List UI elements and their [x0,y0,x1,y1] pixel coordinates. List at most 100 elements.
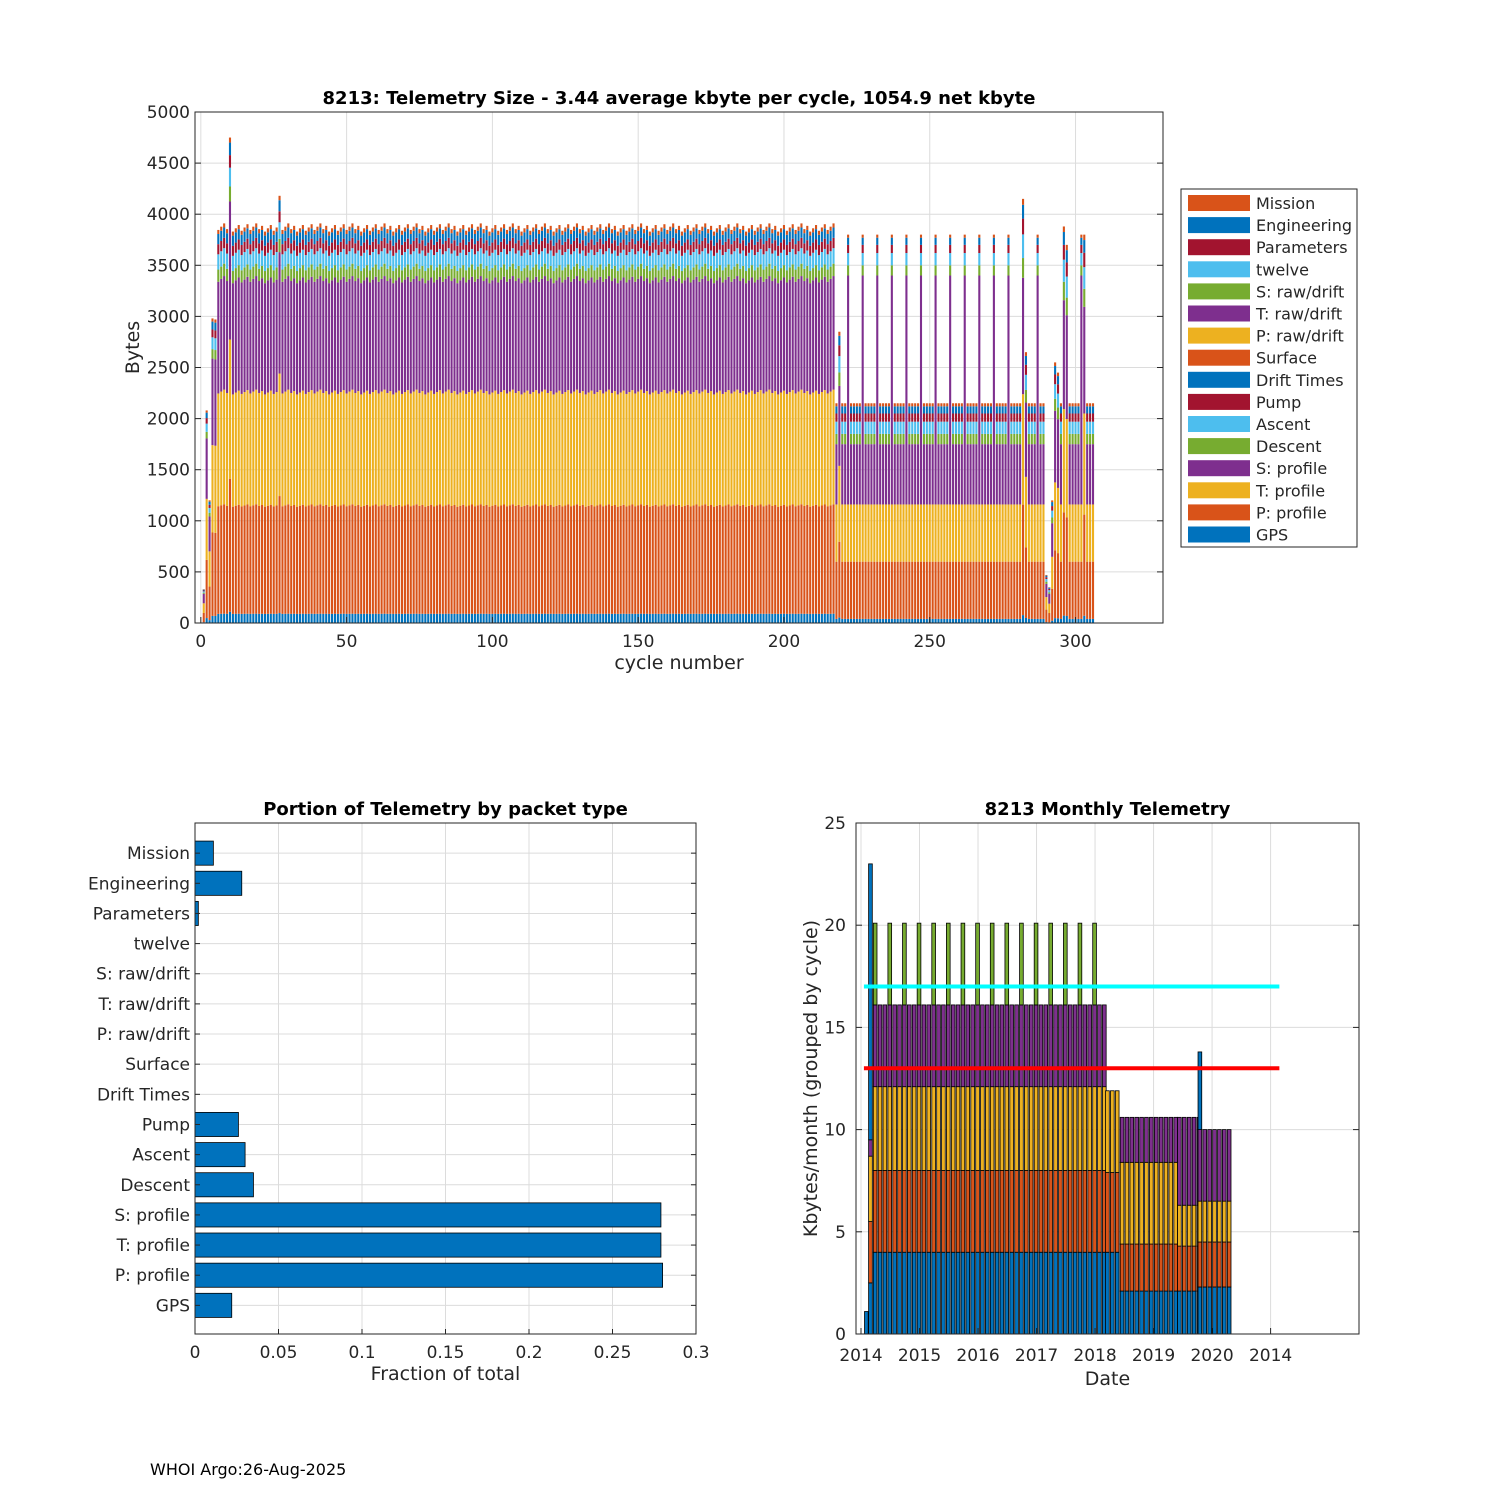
cycle-bar-58-seg8 [368,230,371,235]
cycle-bar-55-seg6 [360,245,363,256]
cycle-bar-165-seg4 [680,271,683,284]
cycle-bar-104-seg6 [503,238,506,249]
cycle-bar-27-seg6 [278,211,281,223]
tick-label-x: 300 [1059,632,1091,652]
month-bar-5-2-seg1 [1186,1245,1192,1292]
cycle-bar-248-seg6 [922,413,925,422]
cycle-bar-105-seg3 [505,281,509,394]
month-bar-2-39-seg3 [1063,1004,1068,1088]
month-bar-2-40-seg2 [1067,1086,1073,1171]
month-bar-4-8-seg2 [1158,1161,1164,1245]
cycle-bar-299-seg5 [1071,421,1074,434]
cycle-bar-47-seg0 [336,613,339,623]
cycle-bar-135-seg4 [593,270,596,283]
cycle-bar-59-seg5 [371,252,374,268]
month-bar-5-3-seg2 [1191,1204,1197,1247]
cycle-bar-9-seg8 [226,229,229,234]
cycle-bar-74-seg8 [415,223,418,228]
cycle-bar-16-seg2 [246,390,249,505]
cycle-bar-127-seg5 [570,254,573,270]
cycle-bar-152-seg4 [642,268,646,282]
month-bar-5-2-seg0 [1186,1290,1192,1335]
cycle-bar-13-seg3 [237,277,240,391]
cycle-bar-214-seg4 [823,264,826,277]
cycle-bar-128-seg7 [572,230,576,242]
cycle-bar-299-seg4 [1071,433,1074,445]
cycle-bar-15-seg5 [243,252,246,268]
legend-entry: S: raw/drift [1256,282,1344,301]
cycle-bar-204-seg4 [794,269,797,282]
cycle-bar-253-seg2 [937,504,940,562]
cycle-bar-70-seg6 [403,241,406,253]
cycle-bar-38-seg8 [310,224,313,229]
cycle-bar-76-seg6 [421,240,424,251]
cycle-bar-273-seg3 [995,444,998,505]
cycle-bar-87-seg4 [453,265,456,279]
cycle-bar-239-seg2 [896,504,899,562]
cycle-bar-78-seg2 [427,392,430,506]
cycle-bar-19-seg8 [255,223,258,228]
cycle-bar-271-seg7 [989,406,993,414]
cycle-bar-271-seg8 [989,403,993,407]
cycle-bar-306-seg2 [1091,504,1095,562]
cycle-bar-165-seg3 [680,283,683,395]
cycle-bar-245-seg1 [914,561,917,619]
cycle-bar-7-seg7 [220,230,223,242]
cycle-bar-83-seg7 [441,234,444,245]
cycle-bar-6-seg2 [217,393,220,507]
cycle-bar-295-seg4 [1059,433,1063,445]
month-bar-2-37-seg1 [1053,1170,1058,1253]
cycle-bar-111-seg6 [523,242,526,253]
cycle-bar-16-seg4 [246,264,249,277]
cycle-bar-254-seg3 [940,444,943,505]
cycle-bar-220-seg3 [841,444,844,505]
cycle-bar-224-seg1 [852,561,855,619]
cycle-bar-291-seg7 [1048,587,1051,589]
cycle-bar-293-seg8 [1054,362,1057,367]
cycle-bar-7-seg1 [220,505,223,614]
cycle-bar-228-seg5 [864,421,867,434]
cycle-bar-56-seg5 [363,252,366,269]
cycle-bar-170-seg5 [695,248,698,265]
cycle-bar-2-seg3 [205,438,208,499]
legend-swatch [1188,261,1250,278]
cycle-bar-96-seg5 [479,248,482,264]
cycle-bar-230-seg0 [870,618,873,623]
cycle-bar-143-seg2 [616,394,619,507]
cycle-bar-41-seg0 [319,613,322,623]
cycle-bar-12-seg0 [234,613,237,623]
cycle-bar-276-seg7 [1004,406,1007,414]
cycle-bar-203-seg4 [791,264,794,277]
cycle-bar-147-seg8 [628,227,631,232]
cycle-bar-153-seg4 [645,265,648,279]
cycle-bar-136-seg7 [596,231,599,242]
cycle-bar-251-seg3 [931,444,934,505]
cycle-bar-25-seg0 [272,613,275,623]
cycle-bar-59-seg4 [371,267,374,280]
cycle-bar-101-seg5 [494,249,497,266]
tick-label-y: 3500 [147,256,190,276]
cycle-bar-189-seg7 [750,229,753,240]
month-bar-6-3-seg1 [1212,1241,1217,1288]
cycle-bar-6-seg7 [217,234,220,245]
cycle-bar-234-seg8 [882,403,885,407]
cycle-bar-167-seg2 [686,390,689,505]
cycle-bar-264-seg1 [969,561,972,619]
cycle-bar-301-seg2 [1077,504,1080,562]
cycle-bar-304-seg5 [1086,421,1089,434]
cycle-bar-118-seg2 [543,389,546,505]
cycle-bar-104-seg5 [503,248,506,265]
cycle-bar-287-seg4 [1036,265,1039,276]
cycle-bar-23-seg4 [266,268,269,281]
cycle-bar-144-seg5 [619,252,622,269]
cycle-bar-4-seg0 [211,615,214,623]
cycle-bar-183-seg2 [733,391,736,506]
month-bar-2-22-seg3 [980,1004,985,1088]
cycle-bar-26-seg1 [275,505,278,614]
cycle-bar-215-seg5 [826,254,829,270]
cycle-bar-115-seg7 [535,228,538,239]
legend-swatch [1188,239,1250,256]
month-bar-2-35-seg1 [1043,1170,1049,1253]
cycle-bar-262-seg0 [963,618,966,623]
category-label: Pump [142,1115,190,1135]
